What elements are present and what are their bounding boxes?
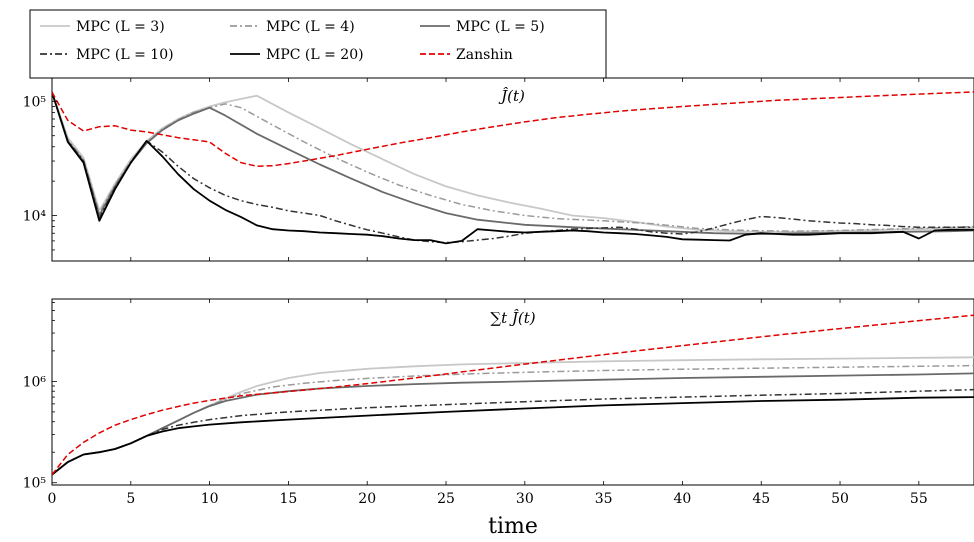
panel-cumulative-cost-title: ∑t Ĵ(t) — [490, 309, 535, 327]
x-tick-label: 20 — [358, 491, 376, 507]
legend: MPC (L = 3) MPC (L = 4) MPC (L = 5) MPC (L … — [29, 9, 607, 79]
series-line — [52, 91, 974, 168]
legend-label: Zanshin — [456, 47, 513, 63]
x-tick-label: 55 — [910, 491, 928, 507]
legend-label: MPC (L = 10) — [76, 47, 174, 63]
x-tick-label: 45 — [752, 491, 770, 507]
panel-cumulative-cost: 10⁵ 10⁶ ∑t Ĵ(t) — [23, 298, 974, 492]
panel-instant-cost-title: Ĵ(t) — [498, 87, 525, 105]
x-axis: 0 5 10 15 20 25 30 35 40 45 50 55 — [48, 491, 928, 507]
x-tick-label: 25 — [437, 491, 455, 507]
panel-cumulative-cost-frame — [51, 298, 974, 486]
x-tick-label: 50 — [831, 491, 849, 507]
x-tick-label: 15 — [279, 491, 297, 507]
y-tick-label: 10⁴ — [23, 209, 47, 225]
legend-label: MPC (L = 3) — [76, 19, 165, 35]
legend-label: MPC (L = 20) — [266, 47, 364, 63]
x-tick-label: 10 — [201, 491, 219, 507]
x-tick-label: 0 — [48, 491, 57, 507]
legend-label: MPC (L = 4) — [266, 19, 355, 35]
y-tick-label: 10⁵ — [23, 476, 47, 492]
y-tick-label: 10⁵ — [23, 94, 47, 110]
series-line — [52, 314, 974, 476]
series-line — [52, 364, 974, 476]
legend-box — [29, 9, 607, 79]
legend-label: MPC (L = 5) — [456, 19, 545, 35]
x-tick-label: 35 — [595, 491, 613, 507]
series-line — [52, 372, 974, 476]
series-line — [52, 388, 974, 476]
series-line — [52, 92, 974, 245]
series-line — [52, 396, 974, 476]
y-tick-label: 10⁶ — [23, 374, 47, 390]
x-tick-label: 5 — [126, 491, 135, 507]
series-line — [52, 92, 974, 233]
x-tick-label: 30 — [516, 491, 534, 507]
x-axis-label: time — [488, 514, 538, 539]
series-line — [52, 92, 974, 244]
panel-instant-cost: 10⁴ 10⁵ Ĵ(t) — [23, 77, 974, 262]
x-tick-label: 40 — [674, 491, 692, 507]
